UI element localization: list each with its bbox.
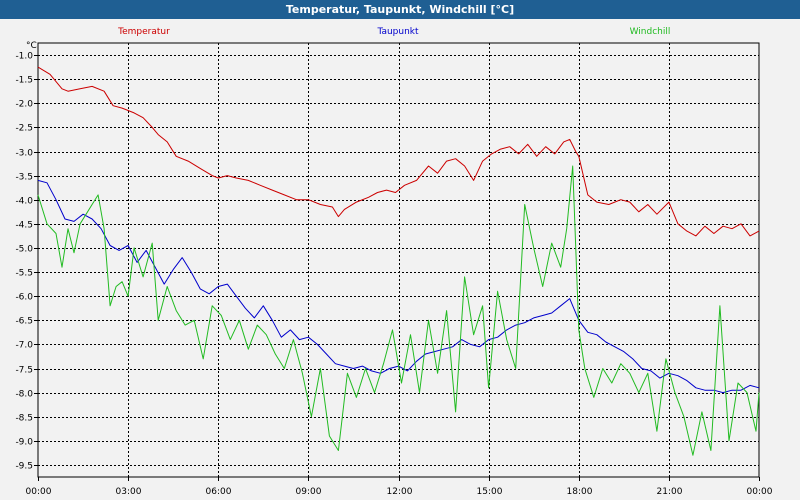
x-tick-time-label: 18:00 [567, 487, 593, 497]
y-tick-label: -5.0 [15, 245, 33, 255]
x-tick-time-label: 12:00 [387, 487, 413, 497]
series-line-taupunkt [37, 179, 760, 394]
x-tick-time-label: 00:00 [747, 487, 773, 497]
y-tick-label: -6.0 [15, 293, 33, 303]
x-tick-time-label: 15:00 [477, 487, 503, 497]
x-tick-time-label: 03:00 [116, 487, 142, 497]
plot-frame [37, 42, 760, 478]
y-tick-label: -3.0 [15, 149, 33, 159]
legend-entry-windchill: Windchill [630, 27, 671, 37]
chart-area: °C -1.0-1.5-2.0-2.5-3.0-3.5-4.0-4.5-5.0-… [15, 27, 773, 497]
legend-entry-taupunkt: Taupunkt [376, 27, 419, 37]
y-tick-label: -2.5 [15, 124, 33, 134]
series-lines [37, 66, 760, 456]
series-line-temperatur [37, 66, 760, 237]
y-tick-label: -7.5 [15, 366, 33, 376]
y-tick-label: -4.5 [15, 221, 33, 231]
y-tick-label: -1.5 [15, 76, 33, 86]
y-tick-label: -3.5 [15, 173, 33, 183]
x-tick-time-label: 00:00 [26, 487, 52, 497]
y-tick-label: -5.5 [15, 269, 33, 279]
x-tick-time-label: 21:00 [657, 487, 683, 497]
x-tick-time-label: 09:00 [296, 487, 322, 497]
series-line-windchill [37, 165, 760, 456]
y-axis-unit-label: °C [26, 41, 37, 51]
y-tick-label: -9.5 [15, 462, 33, 472]
y-tick-label: -8.5 [15, 414, 33, 424]
y-tick-label: -9.0 [15, 438, 33, 448]
y-axis-ticks: -1.0 -1.5 -2.0 -2.5 -3.0 -3.5 -4.0 -4.5 -5.0 -5.5… [15, 52, 38, 472]
y-tick-label: -6.5 [15, 317, 33, 327]
x-tick-time-label: 06:00 [206, 487, 232, 497]
legend-entry-temperatur: Temperatur [117, 27, 170, 37]
x-axis-ticks: 00:0008.02.2103:0008.02.2106:0008.02.210… [26, 477, 773, 497]
y-tick-label: -1.0 [15, 52, 33, 62]
y-tick-label: -4.0 [15, 197, 33, 207]
y-tick-label: -8.0 [15, 390, 33, 400]
legend: Temperatur Taupunkt Windchill [117, 27, 670, 37]
grid [38, 43, 759, 477]
y-tick-label: -2.0 [15, 100, 33, 110]
y-tick-label: -7.0 [15, 341, 33, 351]
chart-title: Temperatur, Taupunkt, Windchill [°C] [285, 3, 515, 16]
chart-title-bar: Temperatur, Taupunkt, Windchill [°C] [0, 0, 800, 19]
